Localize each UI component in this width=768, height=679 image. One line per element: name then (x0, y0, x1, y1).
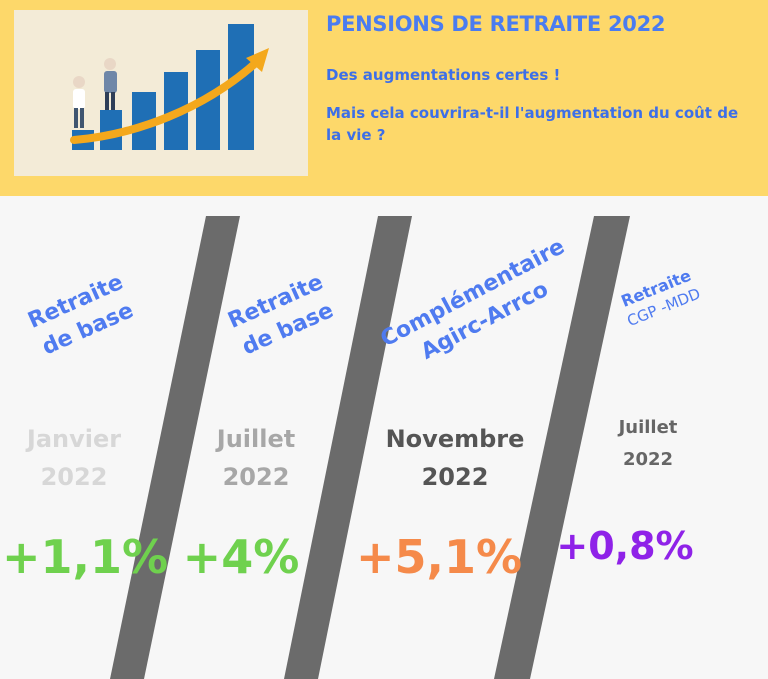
change-percent: +5,1% (356, 530, 523, 584)
page-title: PENSIONS DE RETRAITE 2022 (326, 12, 666, 36)
date-label: Juillet 2022 (618, 417, 678, 470)
change-percent: +1,1% (2, 530, 169, 584)
change-percent: +4% (182, 530, 300, 584)
change-percent: +0,8% (556, 524, 694, 568)
date-label: Janvier 2022 (26, 425, 122, 491)
date-label: Juillet 2022 (216, 425, 296, 491)
header-banner: PENSIONS DE RETRAITE 2022 Des augmentati… (0, 0, 768, 196)
slash-dividers (0, 196, 768, 679)
subtitle-line-1: Des augmentations certes ! (326, 66, 561, 84)
subtitle-line-2: Mais cela couvrira-t-il l'augmentation d… (326, 104, 739, 144)
date-label: Novembre 2022 (385, 425, 525, 491)
rising-bar-chart-with-retirees-icon (14, 10, 308, 176)
